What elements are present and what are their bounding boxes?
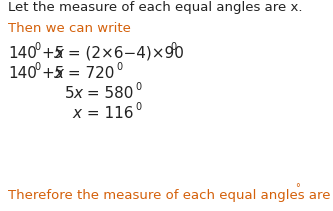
Text: 0: 0 — [170, 42, 176, 52]
Text: 0: 0 — [34, 62, 40, 72]
Text: x: x — [54, 46, 63, 61]
Text: = 720: = 720 — [63, 66, 114, 81]
Text: Therefore the measure of each equal angles are 116: Therefore the measure of each equal angl… — [8, 189, 333, 202]
Text: = 580: = 580 — [82, 86, 134, 101]
Text: 0: 0 — [116, 62, 122, 72]
Text: +5: +5 — [41, 46, 64, 61]
Text: x: x — [73, 86, 82, 101]
Text: °: ° — [295, 183, 300, 193]
Text: x: x — [72, 106, 81, 121]
Text: 0: 0 — [34, 42, 40, 52]
Text: = 116: = 116 — [82, 106, 134, 121]
Text: = (2×6−4)×90: = (2×6−4)×90 — [63, 46, 184, 61]
Text: x: x — [54, 66, 63, 81]
Text: 0: 0 — [135, 82, 141, 92]
Text: 140: 140 — [8, 66, 37, 81]
Text: Then we can write: Then we can write — [8, 22, 131, 35]
Text: 140: 140 — [8, 46, 37, 61]
Text: 0: 0 — [135, 102, 141, 112]
Text: 5: 5 — [65, 86, 75, 101]
Text: +5: +5 — [41, 66, 64, 81]
Text: Let the measure of each equal angles are x.: Let the measure of each equal angles are… — [8, 1, 302, 14]
